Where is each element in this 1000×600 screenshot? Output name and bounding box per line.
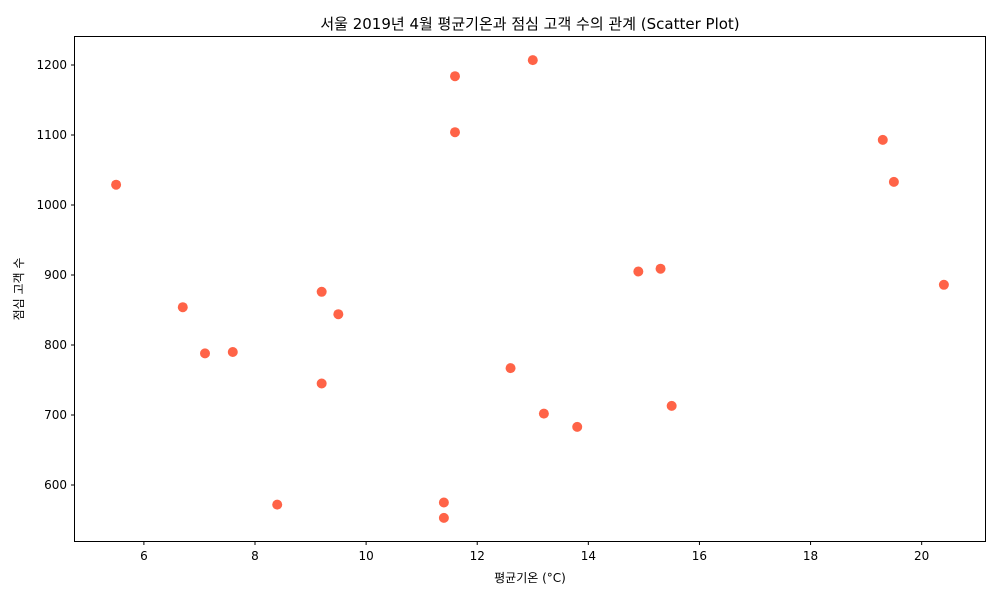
data-point [888,176,899,187]
plot-frame [74,36,986,542]
data-point [272,499,283,510]
y-axis-label: 점심 고객 수 [12,258,26,321]
data-point [655,263,666,274]
data-point [666,400,677,411]
x-tick-label: 18 [803,549,818,563]
x-tick-label: 8 [251,549,259,563]
x-tick-label: 20 [914,549,929,563]
x-tick-label: 6 [140,549,148,563]
data-point [438,497,449,508]
data-point [877,134,888,145]
x-tick-label: 14 [581,549,596,563]
data-point [538,408,549,419]
data-point [450,71,460,82]
y-tick-label: 1100 [36,128,67,142]
x-axis: 6 8 10 12 14 16 18 20 [140,541,929,563]
data-point [111,179,122,190]
y-tick-label: 1000 [36,198,67,212]
data-point [333,309,344,320]
data-point [572,421,583,432]
y-tick-label: 900 [44,268,67,282]
data-point [200,348,210,359]
x-tick-label: 10 [358,549,373,563]
y-tick-label: 700 [44,408,67,422]
chart-title: 서울 2019년 4월 평균기온과 점심 고객 수의 관계 (Scatter P… [320,15,739,33]
data-point [633,266,644,277]
data-point [316,286,327,297]
x-axis-label: 평균기온 (°C) [494,571,566,585]
plot-area [74,36,986,542]
data-point [527,55,538,66]
data-point [316,378,327,389]
data-point [505,363,516,374]
data-point [938,279,949,290]
y-tick-label: 800 [44,338,67,352]
y-tick-label: 1200 [36,58,67,72]
x-tick-label: 16 [692,549,707,563]
y-axis: 600 700 800 900 1000 1100 1200 [36,58,75,492]
y-tick-label: 600 [44,478,67,492]
data-point [177,302,188,313]
x-tick-label: 12 [470,549,485,563]
data-points [111,55,949,523]
data-point [438,512,449,523]
data-point [450,127,460,138]
data-point [227,347,238,357]
